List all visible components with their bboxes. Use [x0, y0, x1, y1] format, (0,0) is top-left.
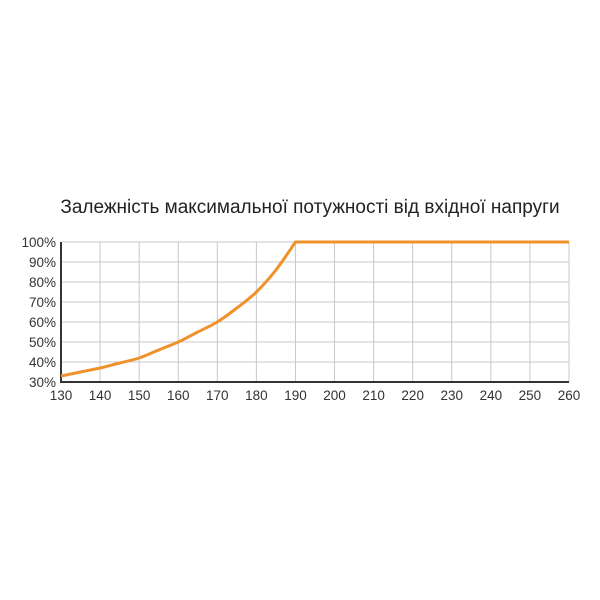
y-tick-label: 100%	[21, 235, 56, 250]
x-tick-label: 230	[441, 388, 464, 403]
x-tick-label: 150	[128, 388, 151, 403]
x-tick-label: 170	[206, 388, 229, 403]
x-tick-label: 190	[284, 388, 307, 403]
x-tick-label: 130	[50, 388, 73, 403]
chart-title: Залежність максимальної потужності від в…	[60, 197, 560, 218]
series-line	[60, 240, 569, 378]
x-tick-label: 260	[558, 388, 581, 403]
y-tick-label: 90%	[29, 255, 56, 270]
x-tick-label: 220	[401, 388, 424, 403]
y-tick-label: 30%	[29, 375, 56, 390]
y-tick-label: 40%	[29, 355, 56, 370]
y-tick-label: 80%	[29, 275, 56, 290]
x-tick-label: 200	[323, 388, 346, 403]
x-tick-label: 210	[362, 388, 385, 403]
x-tick-label: 240	[480, 388, 503, 403]
x-tick-label: 140	[89, 388, 112, 403]
x-tick-label: 160	[167, 388, 190, 403]
y-tick-label: 60%	[29, 315, 56, 330]
y-tick-label: 70%	[29, 295, 56, 310]
y-tick-label: 50%	[29, 335, 56, 350]
x-tick-label: 180	[245, 388, 268, 403]
x-tick-label: 250	[519, 388, 542, 403]
